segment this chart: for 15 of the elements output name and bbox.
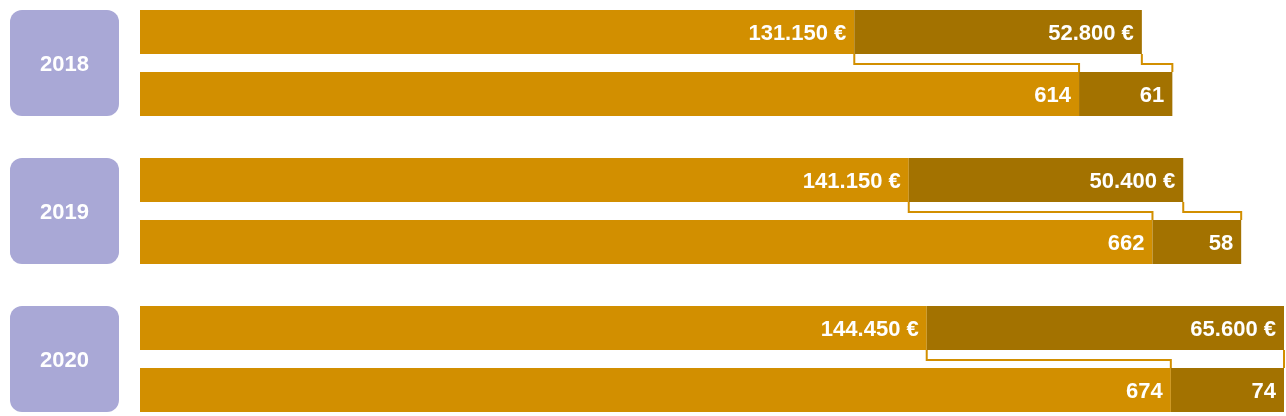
data-label: 141.150 €: [802, 168, 901, 193]
data-label: 65.600 €: [1190, 316, 1276, 341]
data-label: 61: [1139, 82, 1165, 107]
data-label: 52.800 €: [1048, 20, 1134, 45]
data-label: 50.400 €: [1089, 168, 1176, 193]
data-label: 662: [1107, 230, 1145, 255]
y-tick-label: 2019: [40, 199, 89, 224]
y-tick-label: 2020: [40, 347, 89, 372]
data-label: 131.150 €: [748, 20, 847, 45]
data-label: 144.450 €: [820, 316, 919, 341]
y-tick-label: 2018: [40, 51, 89, 76]
data-label: 74: [1251, 378, 1277, 403]
data-label: 58: [1208, 230, 1234, 255]
data-label: 674: [1126, 378, 1164, 403]
data-label: 614: [1034, 82, 1072, 107]
